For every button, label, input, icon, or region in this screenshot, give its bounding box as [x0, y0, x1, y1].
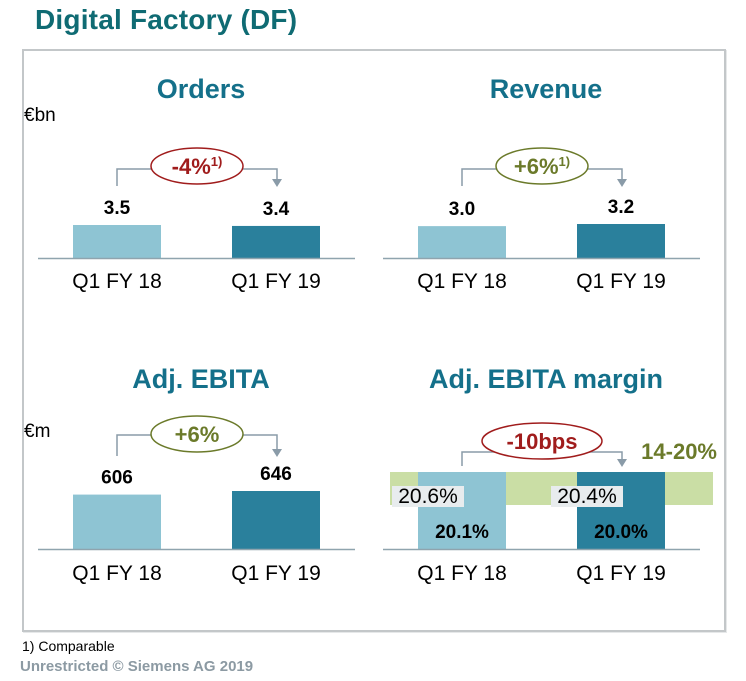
page-title: Digital Factory (DF)	[35, 4, 298, 35]
adj-ebita-tick-label: Q1 FY 18	[72, 562, 162, 585]
orders-bar-current	[232, 225, 320, 258]
adj-ebita-margin-tick-label: Q1 FY 18	[417, 562, 507, 585]
arrow-down-icon	[617, 459, 627, 467]
adj-ebita-unit-label: €m	[24, 421, 50, 442]
orders-value-label: 3.5	[104, 198, 131, 219]
adj-ebita-bar-current	[232, 491, 320, 549]
orders-bar-prior	[73, 225, 161, 258]
copyright: Unrestricted © Siemens AG 2019	[20, 658, 254, 675]
revenue-change-badge	[495, 147, 589, 185]
adj-ebita-margin-bar-prior	[418, 472, 506, 549]
orders-tick-label: Q1 FY 18	[72, 270, 162, 293]
arrow-down-icon	[272, 179, 282, 187]
arrow-down-icon	[617, 179, 627, 187]
adj-ebita-title: Adj. EBITA	[132, 364, 270, 394]
orders-title: Orders	[157, 74, 246, 104]
arrow-down-icon	[272, 449, 282, 457]
revenue-tick-label: Q1 FY 18	[417, 270, 507, 293]
adj-ebita-change-badge	[150, 415, 244, 453]
adj-ebita-margin-value-label: 20.0%	[594, 522, 648, 543]
target-range-label: 14-20%	[641, 439, 717, 464]
orders-tick-label: Q1 FY 19	[231, 270, 321, 293]
footnote: 1) Comparable	[22, 638, 115, 654]
adj-ebita-margin-change-badge	[481, 422, 603, 460]
adj-ebita-margin-bar-current	[577, 472, 665, 549]
secondary-value-label: 20.4%	[557, 485, 617, 508]
adj-ebita-value-label: 646	[260, 464, 292, 485]
adj-ebita-tick-label: Q1 FY 19	[231, 562, 321, 585]
adj-ebita-margin-title: Adj. EBITA margin	[429, 364, 663, 394]
revenue-title: Revenue	[490, 74, 603, 104]
revenue-value-label: 3.2	[608, 197, 634, 218]
adj-ebita-margin-value-label: 20.1%	[435, 522, 489, 543]
revenue-value-label: 3.0	[449, 199, 475, 220]
adj-ebita-change-label: +6%	[175, 422, 220, 447]
revenue-tick-label: Q1 FY 19	[576, 270, 666, 293]
orders-change-badge	[150, 147, 244, 185]
adj-ebita-value-label: 606	[101, 468, 133, 489]
revenue-change-label: +6%1)	[514, 154, 570, 179]
orders-value-label: 3.4	[263, 199, 290, 220]
orders-change-label: -4%1)	[172, 154, 223, 179]
revenue-bar-current	[577, 224, 665, 258]
adj-ebita-margin-tick-label: Q1 FY 19	[576, 562, 666, 585]
revenue-bar-prior	[418, 226, 506, 258]
secondary-label-box	[551, 486, 623, 507]
secondary-value-label: 20.6%	[398, 485, 458, 508]
secondary-label-box	[392, 486, 464, 507]
orders-unit-label: €bn	[24, 105, 56, 126]
adj-ebita-margin-change-label: -10bps	[507, 429, 578, 454]
adj-ebita-bar-prior	[73, 494, 161, 549]
